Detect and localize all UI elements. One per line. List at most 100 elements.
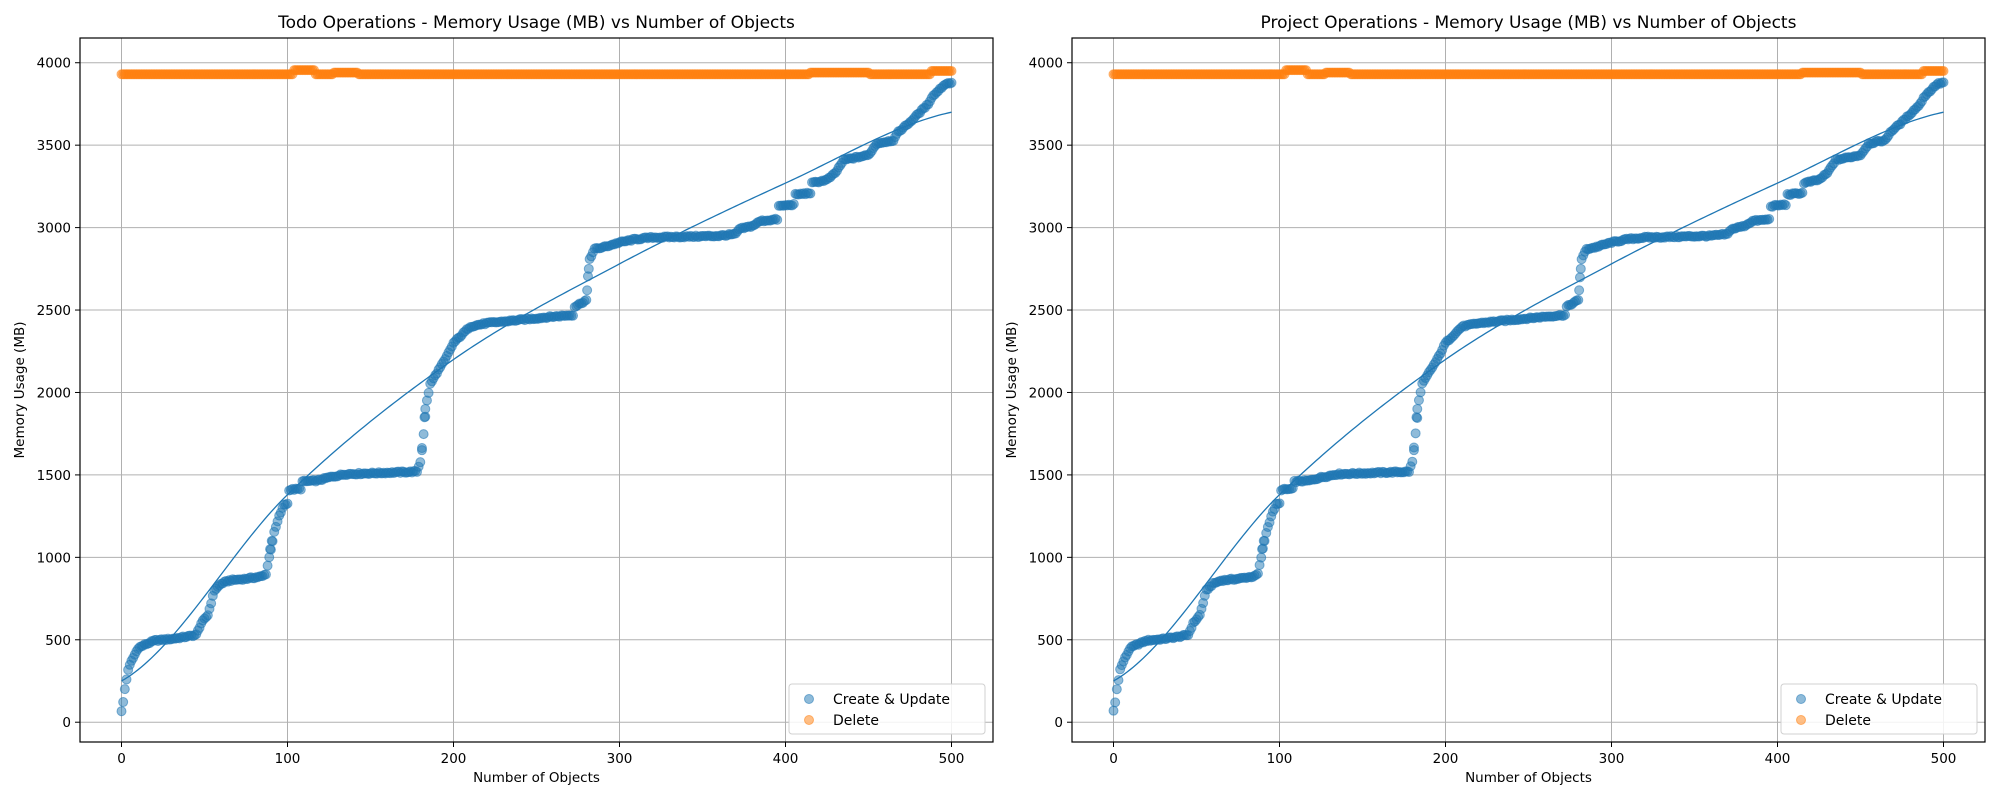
create-update-point xyxy=(1575,263,1586,274)
create-update-point xyxy=(1780,200,1791,211)
legend-marker-create-update xyxy=(1796,694,1806,704)
delete-point xyxy=(946,65,957,76)
create-update-point xyxy=(1257,544,1268,555)
y-axis-label: Memory Usage (MB) xyxy=(12,322,28,459)
create-update-point xyxy=(1111,684,1122,695)
create-update-point xyxy=(1110,697,1121,708)
create-update-point xyxy=(946,77,957,88)
axes-frame xyxy=(1071,37,1986,743)
legend-marker-delete xyxy=(1796,715,1806,725)
y-tick-label: 0 xyxy=(62,715,71,731)
legend-label-delete: Delete xyxy=(1825,713,1871,729)
create-update-point xyxy=(1764,213,1775,224)
create-update-point xyxy=(1274,498,1285,509)
create-update-point xyxy=(581,294,592,305)
trend-line xyxy=(1113,111,1944,682)
legend-label-create-update: Create & Update xyxy=(1825,692,1942,708)
y-tick-label: 2000 xyxy=(1029,385,1063,401)
y-tick-label: 2500 xyxy=(1029,303,1063,319)
legend-box xyxy=(1780,683,1978,735)
create-update-point xyxy=(265,544,276,555)
create-update-point xyxy=(1415,387,1426,398)
legend: Create & Update Delete xyxy=(1780,683,1978,735)
create-update-point xyxy=(1797,187,1808,198)
y-tick-label: 500 xyxy=(45,633,71,649)
x-tick-label: 500 xyxy=(1931,751,1957,767)
create-update-point xyxy=(282,498,293,509)
y-tick-label: 3500 xyxy=(37,138,71,154)
y-tick-label: 500 xyxy=(1037,633,1063,649)
create-update-point xyxy=(295,484,306,495)
legend-label-delete: Delete xyxy=(833,713,879,729)
create-update-point xyxy=(582,285,593,296)
create-update-point xyxy=(583,263,594,274)
x-tick-label: 400 xyxy=(1765,751,1791,767)
create-update-point xyxy=(418,429,429,440)
create-update-point xyxy=(772,214,783,225)
project-chart-panel: 0 100 200 300 400 500 0 500 1000 1500 2000 2500 3000… xyxy=(1004,13,1986,786)
create-update-point xyxy=(266,535,277,546)
create-update-point xyxy=(1413,395,1424,406)
y-tick-label: 4000 xyxy=(37,56,71,72)
create-update-point xyxy=(1258,535,1269,546)
x-tick-label: 100 xyxy=(1267,751,1293,767)
create-update-point xyxy=(788,198,799,209)
chart-title: Todo Operations - Memory Usage (MB) vs N… xyxy=(277,13,795,33)
legend-marker-create-update xyxy=(804,694,814,704)
chart-title: Project Operations - Memory Usage (MB) v… xyxy=(1261,13,1797,33)
legend-box xyxy=(788,683,986,735)
create-update-point xyxy=(1256,552,1267,563)
y-tick-label: 3000 xyxy=(1029,221,1063,237)
x-tick-label: 100 xyxy=(275,751,301,767)
y-tick-label: 0 xyxy=(1054,715,1063,731)
y-tick-label: 1000 xyxy=(37,550,71,566)
create-update-point xyxy=(419,412,430,423)
create-update-point xyxy=(1408,445,1419,456)
x-tick-label: 300 xyxy=(1599,751,1625,767)
plot-area xyxy=(116,65,957,717)
x-tick-label: 300 xyxy=(607,751,633,767)
create-update-point xyxy=(416,445,427,456)
y-tick-label: 4000 xyxy=(1029,56,1063,72)
create-update-point xyxy=(1412,403,1423,414)
create-update-point xyxy=(1108,705,1119,716)
create-update-point xyxy=(262,560,273,571)
create-update-point xyxy=(1573,294,1584,305)
create-update-point xyxy=(116,706,127,717)
x-axis-label: Number of Objects xyxy=(1465,770,1592,786)
create-update-point xyxy=(423,387,434,398)
x-tick-label: 400 xyxy=(773,751,799,767)
legend: Create & Update Delete xyxy=(788,683,986,735)
create-update-point xyxy=(1411,412,1422,423)
create-update-point xyxy=(1938,77,1949,88)
create-update-point xyxy=(118,697,129,708)
y-tick-label: 3000 xyxy=(37,221,71,237)
todo-chart-panel: 0 100 200 300 400 500 0 500 1000 1500 2000 2500 3000… xyxy=(12,13,994,786)
axes-frame xyxy=(79,37,994,743)
x-tick-label: 200 xyxy=(1433,751,1459,767)
legend-label-create-update: Create & Update xyxy=(833,692,950,708)
y-tick-label: 2500 xyxy=(37,303,71,319)
y-tick-label: 1500 xyxy=(37,468,71,484)
x-tick-label: 0 xyxy=(1109,751,1118,767)
create-update-point xyxy=(1560,309,1571,320)
create-update-point xyxy=(260,569,271,580)
y-tick-label: 2000 xyxy=(37,385,71,401)
y-tick-label: 1500 xyxy=(1029,468,1063,484)
create-update-point xyxy=(1574,285,1585,296)
create-update-point xyxy=(805,188,816,199)
y-tick-label: 3500 xyxy=(1029,138,1063,154)
create-update-point xyxy=(1252,568,1263,579)
plot-area xyxy=(1108,65,1949,716)
create-update-point xyxy=(1407,456,1418,467)
create-update-point xyxy=(420,403,431,414)
x-tick-label: 500 xyxy=(939,751,965,767)
x-axis-label: Number of Objects xyxy=(473,770,600,786)
create-update-point xyxy=(1410,428,1421,439)
trend-line xyxy=(121,111,952,682)
y-tick-label: 1000 xyxy=(1029,550,1063,566)
x-tick-label: 200 xyxy=(441,751,467,767)
create-update-point xyxy=(568,310,579,321)
x-tick-label: 0 xyxy=(117,751,126,767)
